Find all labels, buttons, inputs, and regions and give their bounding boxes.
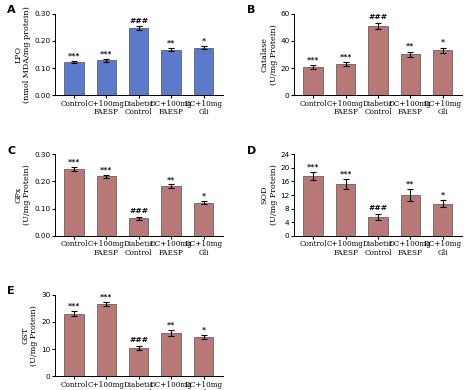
Text: *: * bbox=[441, 190, 445, 199]
Bar bbox=[97, 304, 116, 376]
Text: ***: *** bbox=[339, 53, 352, 60]
Bar bbox=[194, 203, 213, 236]
Text: A: A bbox=[7, 5, 16, 16]
Bar bbox=[129, 28, 148, 95]
Bar bbox=[162, 333, 181, 376]
Y-axis label: LPO
(nmol MDA/mg protein): LPO (nmol MDA/mg protein) bbox=[14, 6, 31, 103]
Bar bbox=[401, 195, 420, 236]
Text: ###: ### bbox=[368, 204, 387, 212]
Text: *: * bbox=[441, 38, 445, 46]
Text: **: ** bbox=[167, 321, 175, 329]
Bar bbox=[303, 67, 323, 95]
Text: B: B bbox=[246, 5, 255, 16]
Text: E: E bbox=[7, 287, 15, 296]
Text: ***: *** bbox=[339, 169, 352, 177]
Bar bbox=[433, 50, 452, 95]
Bar bbox=[162, 50, 181, 95]
Bar bbox=[401, 55, 420, 95]
Text: D: D bbox=[246, 146, 256, 156]
Text: ***: *** bbox=[307, 55, 319, 63]
Text: ###: ### bbox=[368, 13, 387, 21]
Bar bbox=[129, 348, 148, 376]
Text: ***: *** bbox=[100, 165, 112, 173]
Text: ###: ### bbox=[129, 336, 148, 344]
Bar bbox=[433, 204, 452, 236]
Bar bbox=[336, 184, 355, 236]
Bar bbox=[368, 217, 388, 236]
Text: ***: *** bbox=[68, 158, 80, 166]
Bar bbox=[368, 26, 388, 95]
Bar bbox=[64, 169, 84, 236]
Bar bbox=[64, 62, 84, 95]
Text: ***: *** bbox=[68, 51, 80, 59]
Text: *: * bbox=[201, 325, 206, 333]
Bar bbox=[194, 337, 213, 376]
Text: ###: ### bbox=[129, 207, 148, 215]
Text: C: C bbox=[7, 146, 16, 156]
Text: **: ** bbox=[406, 179, 414, 187]
Bar bbox=[97, 60, 116, 95]
Y-axis label: GPx
(U/mg Protein): GPx (U/mg Protein) bbox=[14, 165, 31, 225]
Bar bbox=[129, 218, 148, 236]
Text: ***: *** bbox=[100, 292, 112, 301]
Text: **: ** bbox=[167, 175, 175, 183]
Text: ***: *** bbox=[100, 50, 112, 57]
Bar bbox=[162, 186, 181, 236]
Text: ***: *** bbox=[307, 163, 319, 170]
Text: *: * bbox=[201, 37, 206, 45]
Bar bbox=[303, 176, 323, 236]
Text: **: ** bbox=[167, 39, 175, 47]
Bar bbox=[64, 314, 84, 376]
Bar bbox=[336, 64, 355, 95]
Y-axis label: SOD
(U/mg Protein): SOD (U/mg Protein) bbox=[260, 165, 277, 225]
Y-axis label: GST
(U/mg Protein): GST (U/mg Protein) bbox=[21, 305, 38, 366]
Bar bbox=[194, 48, 213, 95]
Text: ***: *** bbox=[68, 301, 80, 310]
Text: **: ** bbox=[406, 42, 414, 50]
Y-axis label: Catalase
(U/mg Protein): Catalase (U/mg Protein) bbox=[260, 24, 277, 85]
Bar bbox=[97, 177, 116, 236]
Text: *: * bbox=[201, 192, 206, 200]
Text: ###: ### bbox=[129, 16, 148, 25]
